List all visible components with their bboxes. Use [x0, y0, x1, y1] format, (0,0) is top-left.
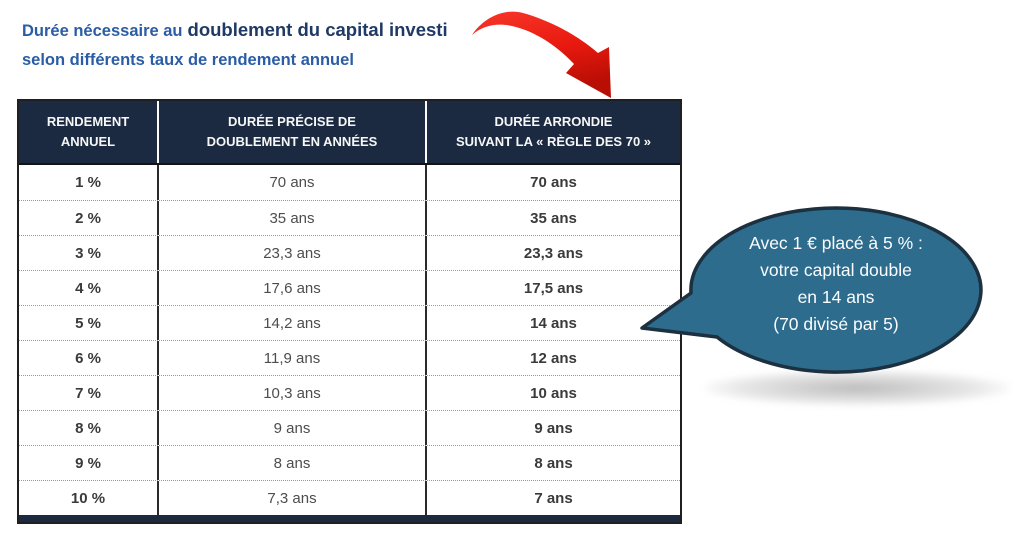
rate-cell: 9 %	[75, 454, 101, 472]
title-line1-regular: Durée nécessaire au	[22, 22, 183, 40]
precise-duration-cell: 11,9 ans	[157, 341, 425, 375]
bubble-text-line: Avec 1 € placé à 5 % :	[749, 233, 923, 253]
table-header-row: RENDEMENT ANNUEL DURÉE PRÉCISE DE DOUBLE…	[19, 101, 680, 165]
table-row: 9 % 8 ans 8 ans	[19, 445, 680, 480]
rounded-duration-cell: 8 ans	[425, 446, 680, 480]
table-body: 1 % 70 ans 70 ans 2 % 35 ans 35 ans 3 % 23,3 an…	[19, 165, 680, 515]
doubling-time-table: RENDEMENT ANNUEL DURÉE PRÉCISE DE DOUBLE…	[17, 99, 682, 524]
precise-duration-cell: 8 ans	[157, 446, 425, 480]
precise-duration-cell: 35 ans	[157, 201, 425, 235]
table-row: 5 % 14,2 ans 14 ans	[19, 305, 680, 340]
table-row: 8 % 9 ans 9 ans	[19, 410, 680, 445]
rate-cell: 5 %	[75, 314, 101, 332]
precise-duration-cell: 70 ans	[157, 165, 425, 200]
rate-cell: 1 %	[75, 174, 101, 191]
title-line-2: selon différents taux de rendement annue…	[22, 51, 354, 69]
rate-cell: 10 %	[70, 489, 106, 507]
table-row: 2 % 35 ans 35 ans	[19, 200, 680, 235]
precise-duration-cell: 9 ans	[157, 411, 425, 445]
bubble-text-line: (70 divisé par 5)	[773, 314, 899, 334]
rate-cell: 2 %	[75, 209, 101, 227]
bubble-text: Avec 1 € placé à 5 % : votre capital dou…	[706, 230, 966, 338]
rounded-duration-cell: 7 ans	[425, 481, 680, 515]
bubble-text-line: en 14 ans	[797, 287, 875, 307]
table-row: 1 % 70 ans 70 ans	[19, 165, 680, 200]
curved-red-arrow-icon	[472, 11, 611, 99]
bubble-text-line: votre capital double	[760, 260, 912, 280]
header-duree-arrondie: DURÉE ARRONDIE SUIVANT LA « RÈGLE DES 70…	[425, 101, 680, 163]
rate-cell: 3 %	[75, 244, 101, 262]
precise-duration-cell: 14,2 ans	[157, 306, 425, 340]
rounded-duration-cell: 9 ans	[425, 411, 680, 445]
rounded-duration-cell: 23,3 ans	[425, 236, 680, 270]
title-line-1: Durée nécessaire au doublement du capital…	[22, 16, 448, 45]
rate-cell: 8 %	[75, 419, 101, 437]
rate-cell: 4 %	[75, 279, 101, 297]
rounded-duration-cell: 10 ans	[425, 376, 680, 410]
table-row: 7 % 10,3 ans 10 ans	[19, 375, 680, 410]
table-row: 4 % 17,6 ans 17,5 ans	[19, 270, 680, 305]
precise-duration-cell: 17,6 ans	[157, 271, 425, 305]
rounded-duration-cell: 70 ans	[425, 165, 680, 200]
rounded-duration-cell: 17,5 ans	[425, 271, 680, 305]
rounded-duration-cell: 35 ans	[425, 201, 680, 235]
header-rendement-annuel: RENDEMENT ANNUEL	[46, 113, 130, 149]
header-duree-precise: DURÉE PRÉCISE DE DOUBLEMENT EN ANNÉES	[157, 101, 425, 163]
page-title: Durée nécessaire au doublement du capital…	[22, 16, 448, 74]
rate-cell: 6 %	[75, 349, 101, 367]
precise-duration-cell: 7,3 ans	[157, 481, 425, 515]
rate-cell: 7 %	[75, 384, 101, 402]
speech-bubble	[640, 206, 983, 374]
title-line1-emphasis: doublement du capital investi	[187, 19, 448, 40]
rounded-duration-cell: 12 ans	[425, 341, 680, 375]
precise-duration-cell: 23,3 ans	[157, 236, 425, 270]
table-row: 10 % 7,3 ans 7 ans	[19, 480, 680, 515]
rounded-duration-cell: 14 ans	[425, 306, 680, 340]
precise-duration-cell: 10,3 ans	[157, 376, 425, 410]
table-row: 3 % 23,3 ans 23,3 ans	[19, 235, 680, 270]
bubble-shadow	[705, 370, 1010, 406]
table-bottom-bar	[19, 515, 680, 522]
table-row: 6 % 11,9 ans 12 ans	[19, 340, 680, 375]
